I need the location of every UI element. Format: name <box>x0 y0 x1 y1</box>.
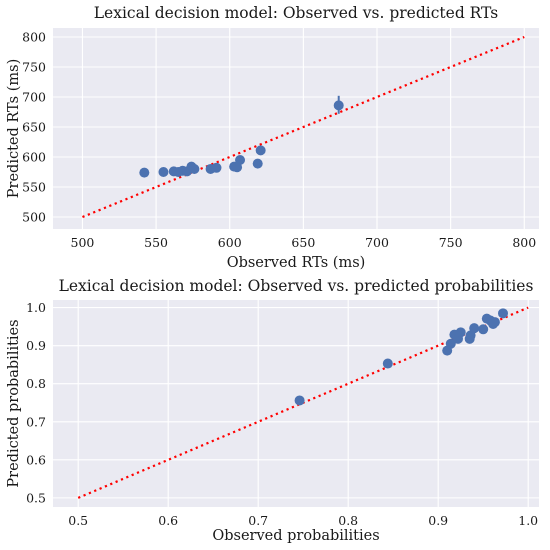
pr-data-point <box>382 358 393 369</box>
rt-y-ticks: 500 550 600 650 700 750 800 <box>22 30 46 225</box>
prob-points <box>294 308 508 406</box>
rt-y-tick-label: 550 <box>22 180 46 195</box>
rt-y-tick-label: 700 <box>22 90 46 105</box>
pr-data-point <box>469 323 480 334</box>
pr-y-tick-label: 0.5 <box>26 490 46 505</box>
pr-data-point <box>445 338 456 349</box>
rt-data-point <box>235 155 246 165</box>
rt-x-tick-label: 800 <box>512 235 536 250</box>
pr-x-tick-label: 0.9 <box>428 513 448 528</box>
rt-data-point <box>252 158 263 169</box>
pr-data-point <box>294 395 305 406</box>
pr-data-point <box>478 324 489 335</box>
pr-data-point <box>498 308 508 319</box>
pr-data-point <box>455 327 466 338</box>
rt-y-tick-label: 800 <box>22 30 46 45</box>
rt-data-point <box>255 145 266 156</box>
rt-x-tick-label: 700 <box>365 235 389 250</box>
rt-y-tick-label: 750 <box>22 60 46 75</box>
pr-y-tick-label: 0.6 <box>26 452 46 467</box>
pr-x-tick-label: 0.7 <box>248 513 268 528</box>
prob-chart: 0.5 0.6 0.7 0.8 0.9 1.0 0.5 0.6 0.7 0.8 0.9 1.0 Le… <box>6 277 539 544</box>
rt-data-point <box>139 167 150 178</box>
pr-x-tick-label: 0.5 <box>68 513 88 528</box>
pr-y-tick-label: 1.0 <box>26 300 46 315</box>
rt-y-tick-label: 600 <box>22 150 46 165</box>
rt-x-tick-label: 500 <box>71 235 95 250</box>
rt-x-tick-label: 650 <box>291 235 315 250</box>
prob-chart-title: Lexical decision model: Observed vs. pre… <box>59 277 534 295</box>
rt-x-tick-label: 550 <box>144 235 168 250</box>
pr-x-tick-label: 0.8 <box>338 513 358 528</box>
prob-x-ticks: 0.5 0.6 0.7 0.8 0.9 1.0 <box>68 513 538 528</box>
rt-points <box>139 95 344 178</box>
rt-y-tick-label: 500 <box>22 210 46 225</box>
rt-reference-line <box>82 35 525 219</box>
pr-y-tick-label: 0.8 <box>26 376 46 391</box>
rt-y-tick-label: 650 <box>22 120 46 135</box>
rt-x-tick-label: 600 <box>218 235 242 250</box>
prob-y-axis-label: Predicted probabilities <box>6 319 22 487</box>
prob-x-axis-label: Observed probabilities <box>212 528 379 544</box>
rt-y-axis-label: Predicted RTs (ms) <box>6 59 22 198</box>
rt-x-ticks: 500 550 600 650 700 750 800 <box>71 235 537 250</box>
prob-y-ticks: 0.5 0.6 0.7 0.8 0.9 1.0 <box>26 300 46 505</box>
pr-data-point <box>489 317 500 328</box>
pr-y-tick-label: 0.9 <box>26 338 46 353</box>
pr-x-tick-label: 0.6 <box>158 513 178 528</box>
rt-chart-title: Lexical decision model: Observed vs. pre… <box>94 4 499 22</box>
prob-grid <box>53 300 539 507</box>
rt-data-point <box>333 100 344 111</box>
pr-y-tick-label: 0.7 <box>26 414 46 429</box>
rt-data-point <box>189 164 200 174</box>
rt-chart: 500 550 600 650 700 750 800 500 550 600 650 700 750… <box>6 4 539 271</box>
rt-data-point <box>158 167 169 177</box>
rt-plot-area <box>53 28 539 229</box>
rt-x-tick-label: 750 <box>439 235 463 250</box>
rt-x-axis-label: Observed RTs (ms) <box>227 255 366 271</box>
rt-data-point <box>211 162 222 173</box>
pr-x-tick-label: 1.0 <box>518 513 538 528</box>
rt-grid <box>53 28 539 229</box>
